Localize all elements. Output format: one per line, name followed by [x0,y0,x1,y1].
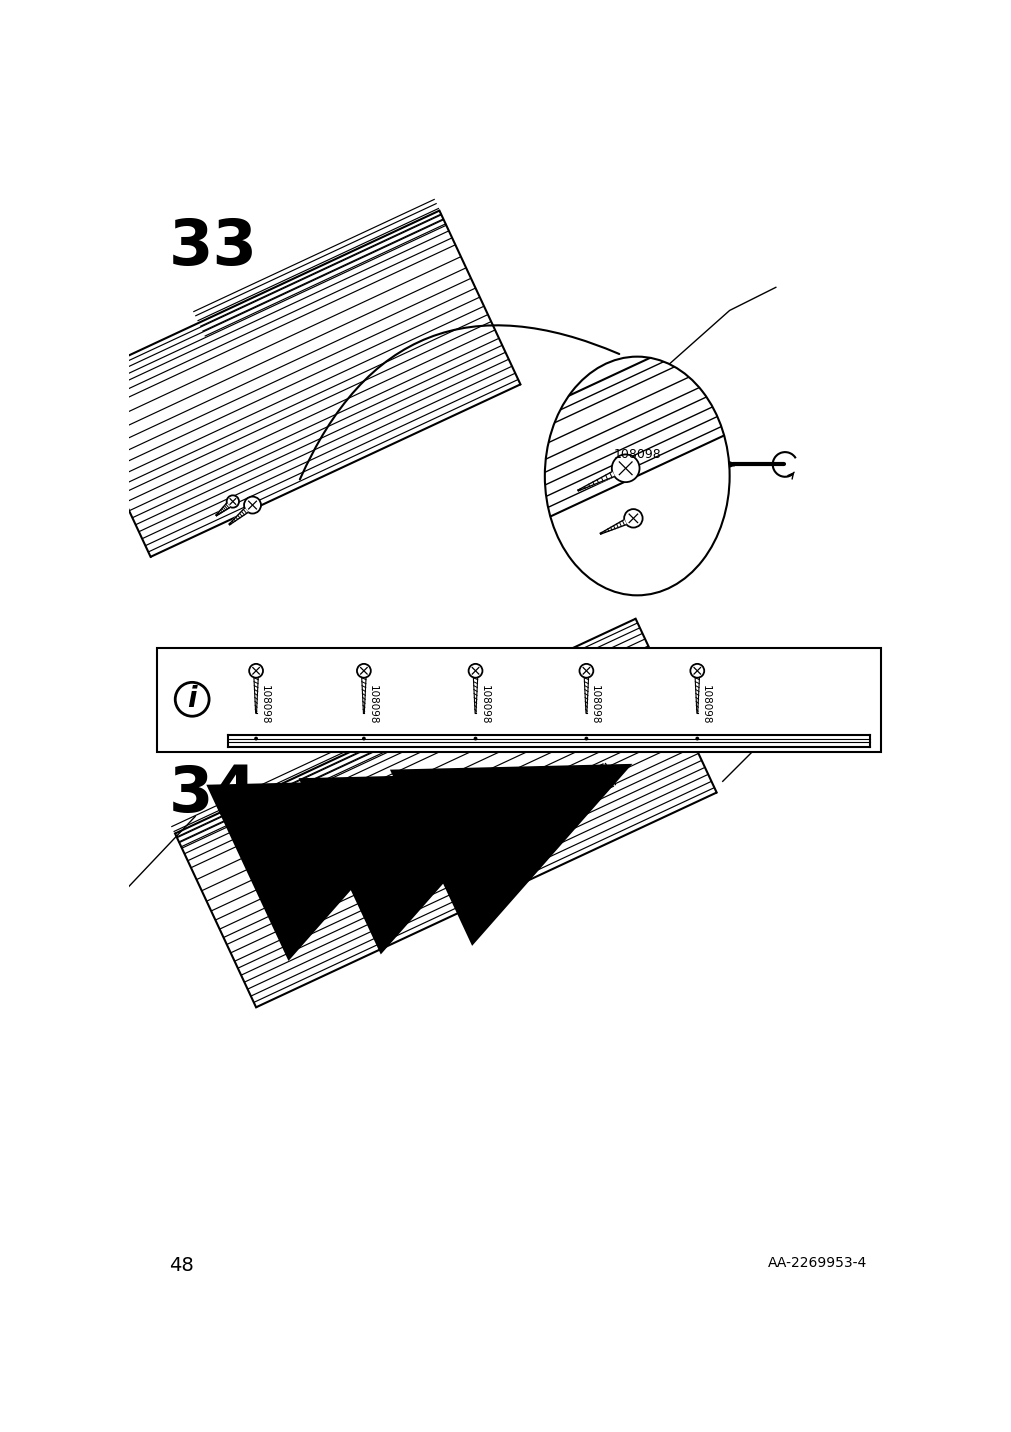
Circle shape [362,736,365,740]
Text: 108098: 108098 [479,684,489,725]
Polygon shape [577,471,614,491]
Circle shape [468,664,482,677]
Circle shape [254,736,258,740]
Circle shape [445,805,461,822]
Circle shape [473,736,477,740]
Circle shape [249,664,263,677]
Text: 48: 48 [169,1256,194,1274]
Circle shape [624,510,642,527]
Circle shape [352,812,369,828]
Circle shape [357,816,364,823]
Circle shape [536,796,552,813]
Text: 33: 33 [169,216,258,278]
Bar [157,647,880,752]
Circle shape [690,664,704,677]
Circle shape [584,736,587,740]
Circle shape [483,793,490,802]
Circle shape [478,789,495,806]
Circle shape [465,898,477,911]
Circle shape [579,664,592,677]
Ellipse shape [544,357,729,596]
Circle shape [357,664,370,677]
Text: 108098: 108098 [701,684,711,725]
Text: 108098: 108098 [260,684,270,725]
Circle shape [226,495,239,508]
Polygon shape [508,763,615,831]
Circle shape [244,497,261,514]
Circle shape [391,800,398,808]
Text: AA-2269953-4: AA-2269953-4 [766,1256,865,1270]
Circle shape [386,796,403,812]
Polygon shape [324,778,432,846]
Text: 108098: 108098 [367,684,377,725]
Circle shape [574,785,582,793]
Text: 108098: 108098 [614,448,661,461]
Polygon shape [416,772,524,839]
Polygon shape [600,520,626,534]
Circle shape [449,809,457,818]
Circle shape [612,454,639,483]
Circle shape [175,683,209,716]
Circle shape [570,780,586,798]
Text: 34: 34 [169,763,258,825]
Circle shape [695,736,699,740]
Text: i: i [187,686,197,713]
Polygon shape [229,508,248,524]
Polygon shape [216,504,229,516]
Circle shape [540,800,548,809]
Text: 108098: 108098 [589,684,600,725]
